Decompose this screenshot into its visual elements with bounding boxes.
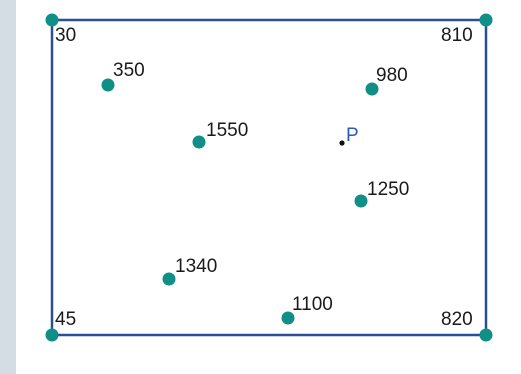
point-1100-label: 1100 [292, 294, 333, 315]
point-350-dot [101, 78, 115, 92]
corner-bottom-left: 45 [45, 309, 76, 342]
target-point-label: P [346, 125, 359, 146]
point-1340: 1340 [162, 256, 217, 286]
point-350-label: 350 [113, 60, 145, 81]
corner-bottom-right-dot [479, 328, 493, 342]
point-1100-dot [281, 311, 295, 325]
point-1550-label: 1550 [206, 120, 248, 141]
point-980: 980 [365, 65, 408, 96]
point-1550-dot [192, 135, 206, 149]
corner-bottom-left-label: 45 [55, 309, 76, 330]
figure-panel [16, 0, 521, 374]
point-1250-dot [354, 194, 368, 208]
point-980-label: 980 [376, 65, 408, 86]
point-980-dot [365, 82, 379, 96]
corner-top-left-label: 30 [55, 25, 76, 46]
corner-top-right-dot [479, 13, 493, 27]
point-1340-label: 1340 [175, 256, 217, 277]
corner-top-right-label: 810 [441, 25, 473, 46]
target-point-dot [339, 140, 345, 146]
target-point-p: P [339, 125, 359, 146]
corner-bottom-right: 820 [441, 309, 493, 342]
point-1250-label: 1250 [367, 179, 409, 200]
point-1550: 1550 [192, 120, 248, 149]
corner-bottom-left-dot [45, 328, 59, 342]
corner-top-right: 810 [441, 13, 493, 46]
point-1340-dot [162, 272, 176, 286]
point-1250: 1250 [354, 179, 409, 208]
corner-top-left: 30 [45, 13, 76, 46]
corner-top-left-dot [45, 13, 59, 27]
point-1100: 1100 [281, 294, 333, 325]
boundary-rectangle [50, 18, 488, 337]
corner-bottom-right-label: 820 [441, 309, 473, 330]
point-350: 350 [101, 60, 145, 92]
